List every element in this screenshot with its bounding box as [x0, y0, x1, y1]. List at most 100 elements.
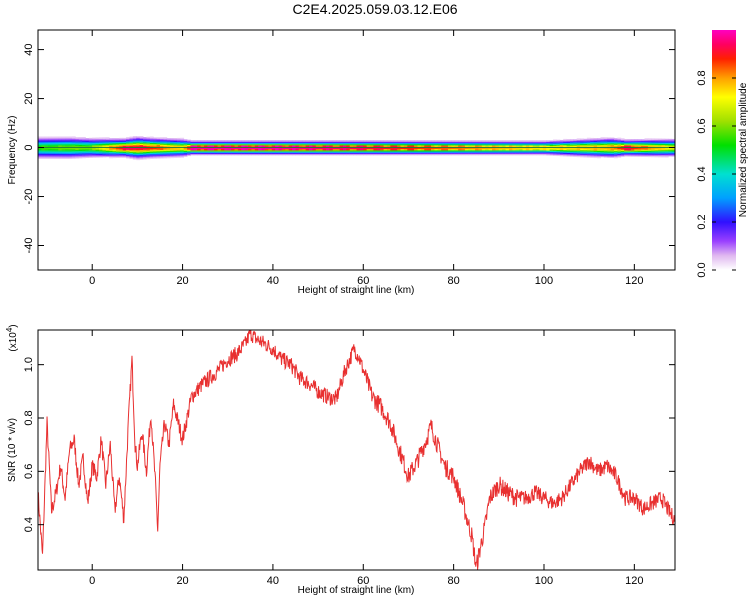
heatmap-cell [454, 153, 459, 156]
heatmap-cell [78, 149, 83, 152]
heatmap-cell [115, 139, 120, 141]
heatmap-cell [495, 151, 500, 153]
heatmap-cell [346, 142, 351, 145]
heatmap-cell [112, 143, 117, 145]
heatmap-cell [251, 145, 256, 147]
heatmap-cell [248, 152, 252, 155]
heatmap-cell [495, 140, 500, 142]
heatmap-cell [136, 145, 141, 147]
x-tick-label: 80 [448, 275, 460, 287]
heatmap-cell [647, 143, 652, 145]
heatmap-cell [237, 140, 242, 142]
heatmap-cell [109, 156, 113, 159]
heatmap-cell [139, 142, 144, 144]
heatmap-cell [149, 136, 154, 139]
heatmap-cell [68, 145, 73, 147]
heatmap-cell [187, 154, 191, 157]
heatmap-cell [566, 151, 571, 153]
heatmap-cell [471, 141, 476, 144]
heatmap-cell [163, 138, 168, 141]
heatmap-cell [658, 142, 662, 144]
heatmap-cell [95, 153, 100, 156]
heatmap-cell [637, 139, 642, 141]
heatmap-cell [610, 138, 615, 141]
heatmap-cell [119, 141, 124, 144]
heatmap-cell [71, 151, 76, 153]
heatmap-cell [573, 149, 578, 151]
heatmap-cell [193, 140, 198, 142]
heatmap-cell [427, 148, 432, 151]
heatmap-cell [349, 148, 354, 151]
heatmap-cell [298, 151, 303, 153]
heatmap-cell [420, 142, 425, 145]
heatmap-cell [204, 153, 208, 156]
heatmap-cell [214, 153, 218, 156]
heatmap-cell [153, 140, 157, 142]
heatmap-cell [627, 143, 632, 146]
heatmap-cell [407, 152, 412, 155]
heatmap-cell [641, 152, 645, 155]
heatmap-cell [373, 151, 378, 153]
heatmap-cell [319, 150, 324, 152]
heatmap-cell [159, 138, 164, 141]
heatmap-cell [502, 148, 506, 151]
heatmap-cell [600, 138, 605, 141]
heatmap-cell [68, 157, 73, 159]
heatmap-cell [515, 151, 520, 153]
heatmap-cell [217, 142, 222, 145]
y-tick-label: 1.0 [23, 357, 35, 372]
heatmap-cell [359, 150, 364, 152]
heatmap-cell [153, 144, 157, 147]
heatmap-cell [220, 142, 225, 145]
heatmap-cell [329, 152, 334, 155]
heatmap-cell [498, 148, 503, 151]
heatmap-cell [512, 140, 517, 142]
heatmap-cell [139, 153, 144, 155]
heatmap-cell [102, 144, 107, 147]
heatmap-cell [119, 156, 124, 158]
heatmap-cell [661, 139, 666, 142]
heatmap-cell [261, 147, 266, 150]
heatmap-cell [627, 142, 632, 145]
heatmap-cell [590, 140, 595, 142]
heatmap-cell [298, 145, 303, 147]
heatmap-cell [536, 151, 540, 153]
heatmap-cell [403, 143, 408, 146]
heatmap-cell [173, 140, 178, 143]
heatmap-cell [664, 152, 669, 154]
heatmap-cell [129, 151, 134, 153]
heatmap-cell [322, 151, 327, 153]
y-tick-label: 0.4 [23, 517, 35, 532]
heatmap-cell [614, 138, 618, 140]
heatmap-cell [244, 147, 249, 150]
heatmap-cell [373, 143, 378, 146]
heatmap-cell [187, 150, 191, 153]
heatmap-cell [481, 152, 486, 155]
heatmap-cell [620, 155, 625, 158]
heatmap-cell [342, 147, 347, 150]
heatmap-cell [261, 145, 266, 147]
heatmap-cell [349, 145, 354, 147]
heatmap-cell [105, 153, 110, 155]
heatmap-cell [44, 151, 49, 153]
heatmap-cell [136, 157, 141, 159]
heatmap-cell [271, 152, 276, 155]
heatmap-cell [51, 152, 56, 155]
heatmap-cell [275, 142, 279, 145]
heatmap-cell [183, 143, 188, 145]
heatmap-cell [298, 152, 303, 155]
heatmap-cell [38, 151, 42, 153]
y-tick-label: 0.6 [23, 464, 35, 479]
heatmap-cell [515, 142, 520, 145]
heatmap-cell [51, 146, 56, 148]
heatmap-cell [187, 143, 191, 146]
heatmap-cell [559, 154, 564, 157]
heatmap-cell [556, 151, 561, 154]
heatmap-cell [580, 153, 584, 155]
heatmap-cell [102, 139, 107, 142]
heatmap-cell [193, 150, 198, 152]
heatmap-cell [624, 153, 628, 156]
heatmap-cell [414, 147, 418, 150]
heatmap-cell [342, 141, 347, 144]
heatmap-cell [647, 149, 652, 151]
